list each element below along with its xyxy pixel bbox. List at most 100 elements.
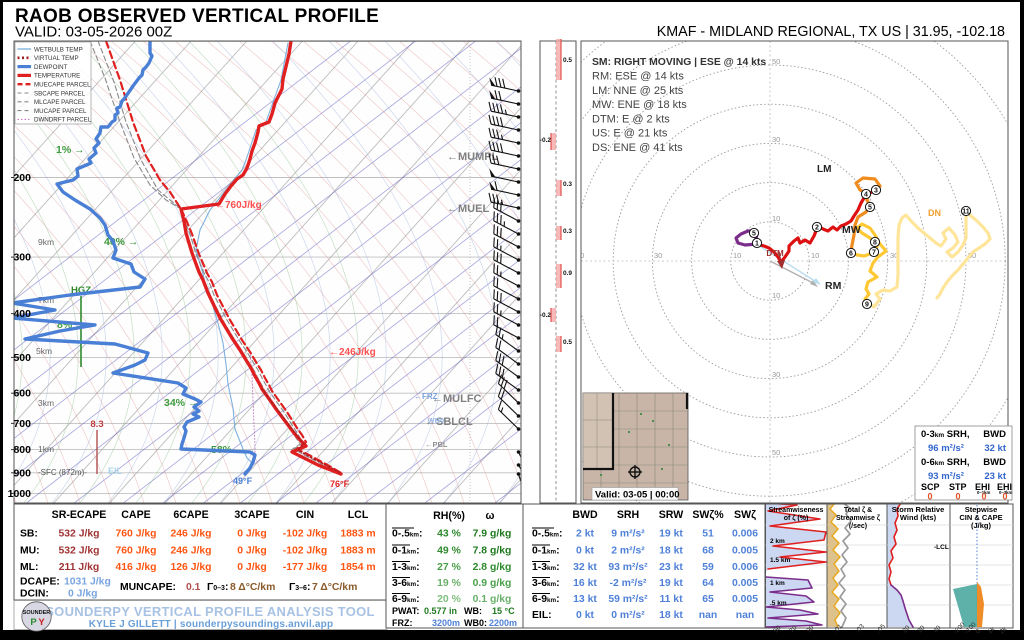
svg-text:760 J/kg: 760 J/kg — [115, 546, 156, 557]
svg-text:51: 51 — [702, 529, 714, 540]
svg-text:7.9 g/kg: 7.9 g/kg — [473, 529, 512, 540]
svg-text:0–3km: 0–3km — [999, 490, 1013, 495]
svg-text:6: 6 — [849, 251, 853, 258]
svg-text:8 Δ°C/km: 8 Δ°C/km — [230, 582, 275, 593]
svg-text:1000: 1000 — [8, 488, 32, 500]
svg-text:32 kt: 32 kt — [573, 562, 597, 573]
svg-text:416 J/kg: 416 J/kg — [115, 562, 156, 573]
svg-text:50: 50 — [772, 448, 780, 457]
svg-text:49°F: 49°F — [233, 476, 253, 486]
svg-text:0: 0 — [981, 492, 986, 502]
svg-text:MU:: MU: — [20, 546, 40, 557]
svg-text:VALID: 03-05-2026 00Z: VALID: 03-05-2026 00Z — [15, 24, 172, 41]
svg-text:11: 11 — [962, 209, 970, 216]
svg-text:2 km: 2 km — [770, 538, 785, 545]
svg-text:.03: .03 — [854, 623, 866, 635]
svg-text:20: 20 — [901, 624, 911, 634]
svg-text:0 J/kg: 0 J/kg — [237, 529, 266, 540]
svg-text:←SBLCL: ←SBLCL — [425, 416, 473, 428]
svg-text:2 kt: 2 kt — [576, 529, 594, 540]
svg-text:.01: .01 — [832, 623, 844, 635]
svg-text:EHI: EHI — [997, 482, 1012, 492]
svg-text:43 %: 43 % — [437, 529, 461, 540]
svg-text:RH(%): RH(%) — [433, 510, 465, 522]
svg-text:Γ3–6:: Γ3–6: — [289, 582, 310, 593]
svg-text:RM: ESE @ 14 kts: RM: ESE @ 14 kts — [592, 71, 684, 83]
svg-text:0: 0 — [974, 628, 982, 636]
svg-text:400: 400 — [13, 308, 31, 320]
svg-text:VIRTUAL TEMP: VIRTUAL TEMP — [34, 55, 79, 62]
svg-text:532 J/kg: 532 J/kg — [58, 529, 99, 540]
svg-text:200: 200 — [13, 172, 31, 184]
svg-text:32 kt: 32 kt — [984, 443, 1006, 454]
svg-text:0.5: 0.5 — [563, 57, 572, 64]
svg-text:MW: MW — [842, 224, 861, 236]
svg-text:0 J/kg: 0 J/kg — [237, 562, 266, 573]
svg-text:900: 900 — [13, 467, 31, 479]
svg-text:DTM: DTM — [766, 249, 784, 258]
svg-text:1883 m: 1883 m — [340, 529, 375, 540]
svg-text:(/sec): (/sec) — [849, 523, 867, 530]
svg-text:13 kt: 13 kt — [573, 594, 597, 605]
svg-text:Streamwiseness: Streamwiseness — [769, 507, 824, 514]
svg-text:0 J/kg: 0 J/kg — [237, 546, 266, 557]
svg-text:0–1km: 0–1km — [977, 490, 991, 495]
svg-text:nan: nan — [699, 610, 717, 621]
svg-text:8: 8 — [873, 240, 877, 247]
svg-text:0 kt: 0 kt — [576, 610, 594, 621]
svg-text:0-1km:: 0-1km: — [392, 546, 420, 557]
svg-text:0: 0 — [955, 492, 960, 502]
svg-text:1% →: 1% → — [56, 144, 85, 156]
svg-text:10: 10 — [772, 291, 780, 300]
svg-text:3km: 3km — [38, 398, 54, 408]
svg-text:EIL:: EIL: — [532, 610, 552, 621]
svg-text:50: 50 — [576, 251, 584, 260]
svg-text:DCAPE:: DCAPE: — [20, 577, 60, 588]
svg-text:CIN & CAPE: CIN & CAPE — [959, 513, 1002, 522]
svg-text:Storm Relative: Storm Relative — [892, 505, 945, 514]
svg-text:65: 65 — [702, 594, 714, 605]
svg-text:50: 50 — [968, 251, 976, 260]
svg-text:DEWPOINT: DEWPOINT — [34, 64, 68, 71]
svg-text:RAOB OBSERVED VERTICAL PROFILE: RAOB OBSERVED VERTICAL PROFILE — [15, 6, 379, 27]
svg-text:7.8 g/kg: 7.8 g/kg — [473, 546, 512, 557]
svg-text:2200m: 2200m — [489, 618, 517, 628]
svg-text:68: 68 — [702, 546, 714, 557]
svg-text:0.005: 0.005 — [732, 546, 758, 557]
svg-text:246 J/kg: 246 J/kg — [170, 529, 211, 540]
svg-text:0: 0 — [927, 492, 932, 502]
svg-text:1km: 1km — [38, 444, 54, 454]
svg-text:700: 700 — [13, 418, 31, 430]
svg-text:0.005: 0.005 — [732, 578, 758, 589]
svg-text:←FRZ: ←FRZ — [414, 392, 438, 401]
svg-text:760 J/kg: 760 J/kg — [115, 529, 156, 540]
svg-text:DN: DN — [928, 208, 941, 218]
svg-text:EIL: EIL — [108, 466, 123, 476]
svg-text:2: 2 — [815, 225, 819, 232]
svg-text:0-6km SRH,: 0-6km SRH, — [921, 457, 969, 468]
svg-text:0-3km SRH,: 0-3km SRH, — [921, 429, 969, 440]
svg-text:RM: RM — [825, 280, 842, 292]
svg-text:2k: 2k — [998, 625, 1008, 635]
svg-text:59: 59 — [702, 562, 714, 573]
svg-text:30: 30 — [916, 624, 926, 634]
svg-text:0.1: 0.1 — [186, 582, 201, 593]
svg-text:1-3km:: 1-3km: — [532, 562, 560, 573]
svg-text:LCL: LCL — [348, 509, 369, 521]
svg-text:0-.5km:: 0-.5km: — [532, 529, 562, 540]
svg-text:LM: NNE @ 25 kts: LM: NNE @ 25 kts — [592, 85, 684, 97]
svg-text:0.1 g/kg: 0.1 g/kg — [473, 594, 512, 605]
svg-text:MUECAPE PARCEL: MUECAPE PARCEL — [34, 82, 91, 89]
svg-text:-102 J/kg: -102 J/kg — [283, 529, 327, 540]
svg-text:-102 J/kg: -102 J/kg — [283, 546, 327, 557]
svg-text:2 m²/s²: 2 m²/s² — [611, 546, 645, 557]
svg-text:.5 km: .5 km — [770, 600, 787, 607]
svg-text:SWζ%: SWζ% — [692, 509, 724, 521]
svg-text:SR-ECAPE: SR-ECAPE — [52, 509, 107, 521]
svg-text:30: 30 — [890, 251, 898, 260]
svg-text:1.5 km: 1.5 km — [770, 557, 790, 564]
svg-text:US: E @ 21 kts: US: E @ 21 kts — [592, 128, 668, 140]
svg-text:TEMPERATURE: TEMPERATURE — [34, 73, 80, 80]
svg-text:16 kt: 16 kt — [573, 578, 597, 589]
svg-text:CIN: CIN — [296, 509, 314, 521]
